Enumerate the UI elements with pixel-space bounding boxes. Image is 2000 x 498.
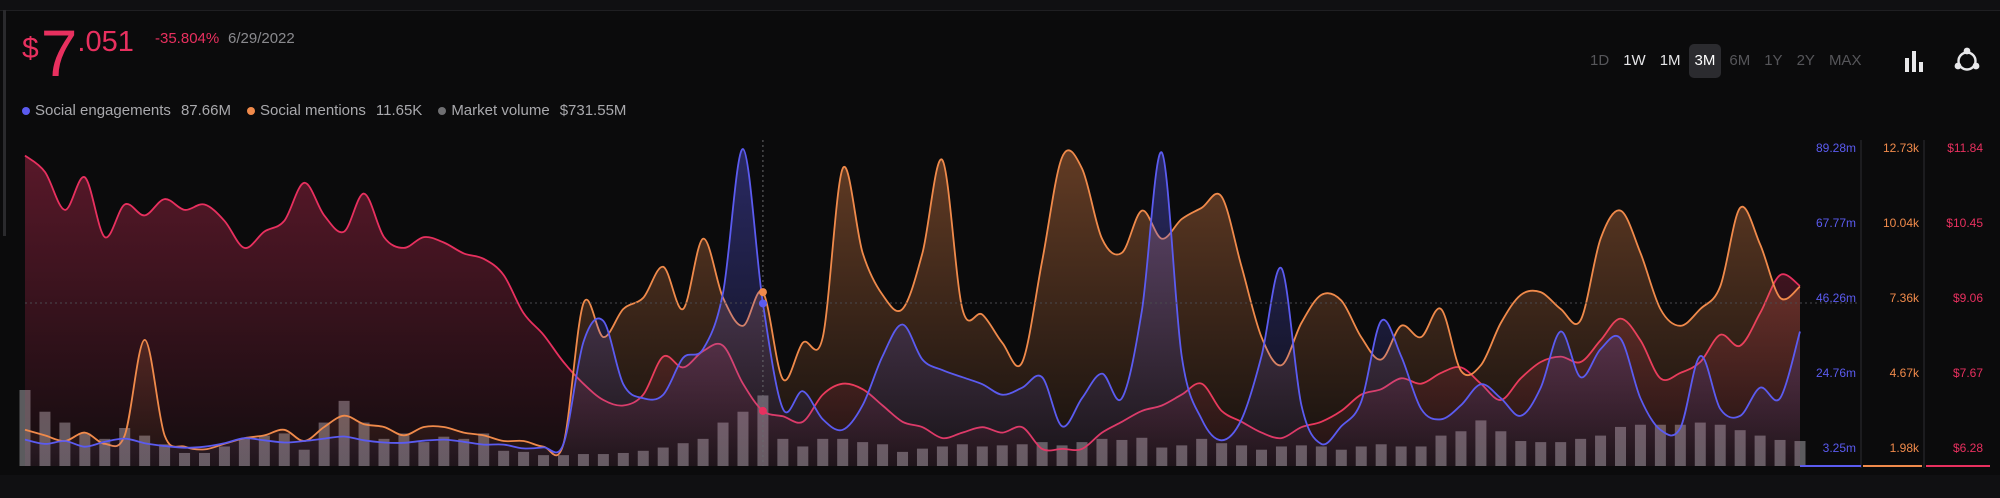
axis-tick-label: 12.73k: [1883, 141, 1920, 155]
crosshair-point-price: [758, 406, 767, 415]
axis-tick-label: 67.77m: [1816, 216, 1856, 230]
legend: Social engagements 87.66M Social mention…: [22, 102, 642, 119]
series-area-mentions: [25, 150, 1800, 467]
crosshair-point-mentions: [758, 288, 767, 297]
axis-tick-label: 24.76m: [1816, 366, 1856, 380]
axis-tick-label: $10.45: [1946, 216, 1983, 230]
axis-tick-label: 3.25m: [1823, 441, 1856, 455]
price-currency: $: [22, 32, 39, 65]
share-icon[interactable]: [1952, 46, 1982, 76]
axis-tick-label: $11.84: [1947, 141, 1983, 155]
legend-value: $731.55M: [559, 102, 627, 119]
axis-tick-label: $6.28: [1953, 441, 1983, 455]
range-1w-button[interactable]: 1W: [1623, 52, 1646, 69]
axis-tick-label: 89.28m: [1816, 141, 1856, 155]
axis-tick-label: $7.67: [1953, 366, 1983, 380]
legend-value: 11.65K: [375, 102, 423, 119]
legend-dot-mentions: [246, 106, 255, 115]
legend-item-mentions[interactable]: Social mentions 11.65K: [246, 102, 423, 119]
axis-tick-label: $9.06: [1953, 291, 1983, 305]
crosshair-point-engagements: [758, 299, 767, 308]
legend-value: 87.66M: [180, 102, 231, 119]
range-3m-button[interactable]: 3M: [1688, 44, 1722, 78]
scroll-indicator[interactable]: [3, 10, 6, 236]
series-area-price: [25, 155, 1800, 466]
legend-dot-volume: [438, 106, 447, 115]
bar-chart-icon[interactable]: [1900, 46, 1930, 76]
range-1m-button[interactable]: 1M: [1659, 52, 1681, 69]
range-max-button[interactable]: MAX: [1828, 52, 1862, 69]
price-decimal: .051: [77, 26, 134, 58]
axis-tick-label: 46.26m: [1816, 291, 1856, 305]
series-line-mentions: [24, 149, 1801, 457]
axis-tick-label: 7.36k: [1890, 291, 1920, 305]
range-1d-button[interactable]: 1D: [1590, 52, 1610, 69]
time-range-selector: 1D 1W 1M 3M 6M 1Y 2Y MAX: [1584, 44, 1869, 78]
price-change: -35.804%: [155, 30, 220, 47]
axis-tick-label: 4.67k: [1890, 366, 1920, 380]
series-line-engagements: [24, 148, 1801, 454]
axis-tick-label: 10.04k: [1883, 216, 1920, 230]
legend-label: Market volume: [451, 102, 550, 119]
legend-label: Social engagements: [35, 102, 171, 119]
legend-dot-engagements: [22, 106, 30, 115]
range-2y-button[interactable]: 2Y: [1796, 52, 1815, 69]
range-6m-button[interactable]: 6M: [1729, 52, 1751, 69]
range-1y-button[interactable]: 1Y: [1764, 52, 1783, 69]
legend-label: Social mentions: [259, 102, 366, 119]
legend-item-volume[interactable]: Market volume $731.55M: [438, 102, 626, 119]
axis-tick-label: 1.98k: [1890, 441, 1920, 455]
legend-item-engagements[interactable]: Social engagements 87.66M: [22, 102, 231, 119]
price-date: 6/29/2022: [228, 30, 295, 47]
series-area-engagements: [25, 148, 1800, 467]
price-display: $ 7 .051: [22, 16, 134, 90]
price-integer: 7: [40, 16, 78, 90]
